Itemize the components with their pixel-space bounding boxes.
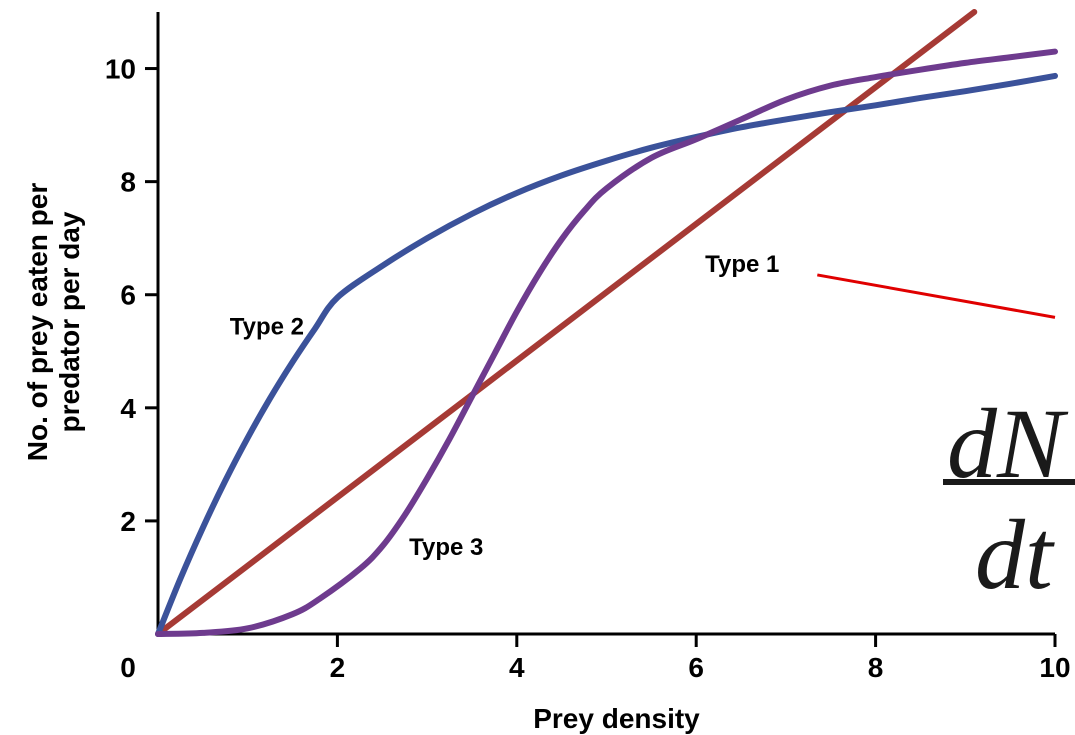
equation-denominator: dt: [975, 499, 1055, 610]
x-tick-label-4: 4: [509, 652, 525, 683]
curve-label-type-3: Type 3: [409, 534, 483, 561]
curve-label-type-1: Type 1: [705, 251, 779, 278]
y-tick-label-2: 2: [120, 506, 136, 537]
type-1-pointer-line: [817, 273, 1056, 319]
series-line-type-3: [155, 48, 1058, 637]
series-line-type-2: [155, 72, 1058, 637]
y-axis-title: No. of prey eaten perpredator per day: [22, 183, 85, 462]
equation-dn-dt: dN dt: [943, 388, 1075, 610]
x-tick-label-2: 2: [330, 652, 346, 683]
y-tick-label-10: 10: [105, 54, 136, 85]
x-tick-label-10: 10: [1039, 652, 1070, 683]
x-tick-label-6: 6: [688, 652, 704, 683]
series-line-type-1: [155, 9, 978, 637]
x-tick-label-0: 0: [120, 652, 136, 683]
x-tick-label-8: 8: [868, 652, 884, 683]
axes: 0 2 4 6 8 10 2 4 6 8 10 Prey density No. of prey eat…: [22, 12, 1071, 734]
x-axis-title: Prey density: [533, 703, 700, 734]
y-tick-label-8: 8: [120, 167, 136, 198]
annotation-layer: Type 1 Type 2 Type 3: [230, 251, 1056, 561]
curve-label-type-2: Type 2: [230, 313, 304, 340]
series-layer: [155, 9, 1058, 637]
y-tick-label-6: 6: [120, 280, 136, 311]
y-axis-title-line-1: No. of prey eaten per: [22, 183, 53, 462]
y-tick-label-4: 4: [120, 393, 136, 424]
y-axis-title-line-2: predator per day: [54, 211, 85, 432]
